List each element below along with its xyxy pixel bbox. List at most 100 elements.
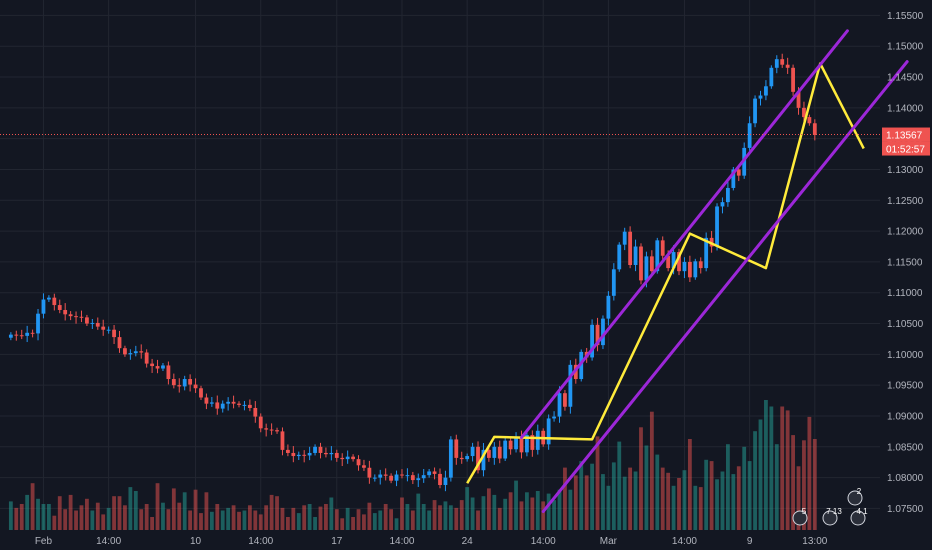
price-axis[interactable]: 1.155001.150001.145001.140001.135001.130…	[887, 11, 924, 515]
volume-bar	[525, 492, 529, 530]
candle-body	[133, 351, 138, 354]
volume-bar	[291, 507, 296, 530]
volume-bar	[758, 419, 763, 530]
y-tick-label: 1.12000	[887, 227, 924, 238]
candle-body	[525, 435, 529, 453]
candle-body	[258, 416, 263, 429]
volume-bar	[557, 489, 562, 530]
candle-body	[465, 456, 470, 460]
event-badge[interactable]	[847, 490, 863, 506]
volume-bar	[617, 441, 622, 530]
volume-bar	[41, 504, 46, 530]
candle-body	[476, 446, 480, 471]
candle-body	[340, 457, 345, 460]
candle-body	[155, 366, 160, 369]
volume-bar	[19, 504, 24, 530]
volume-bar	[302, 505, 307, 530]
candle-body	[552, 416, 556, 419]
candle-body	[601, 318, 605, 346]
volume-bar	[150, 517, 154, 530]
volume-bar	[535, 491, 540, 530]
y-tick-label: 1.09500	[887, 381, 924, 392]
volume-bar	[785, 410, 790, 530]
candle-body	[334, 452, 339, 458]
candle-body	[687, 261, 692, 278]
channel-upper-line[interactable]	[519, 29, 849, 440]
channel-lower-line[interactable]	[541, 60, 909, 514]
candle-body	[117, 337, 122, 349]
volume-bar	[448, 505, 453, 530]
candle-body	[677, 252, 681, 272]
volume-bar	[52, 515, 57, 530]
candle-body	[427, 471, 432, 476]
candle-body	[144, 352, 149, 364]
candle-body	[655, 240, 660, 272]
candle-body	[405, 475, 410, 477]
candle-body	[14, 334, 19, 336]
candle-body	[389, 475, 394, 481]
candle-body	[226, 401, 231, 404]
candle-body	[324, 452, 328, 455]
volume-bar	[237, 511, 241, 530]
candle-body	[633, 246, 638, 265]
event-badges[interactable]: 5 7 13 4 1 2	[792, 487, 868, 526]
candle-body	[351, 456, 355, 460]
volume-bar	[269, 494, 274, 530]
candle-body	[666, 255, 671, 269]
volume-bar	[715, 479, 719, 530]
volume-bar	[807, 416, 812, 530]
event-badge[interactable]	[792, 510, 808, 526]
candle-body	[367, 467, 372, 478]
candle-body	[514, 437, 518, 450]
volume-bar	[383, 504, 388, 530]
trend-channel[interactable]	[519, 29, 909, 514]
volume-bar	[286, 517, 290, 530]
event-badge-count: 2	[857, 487, 862, 496]
candle-body	[595, 324, 600, 346]
candle-body	[557, 393, 562, 417]
candle-body	[199, 388, 203, 398]
volume-bar	[63, 509, 68, 530]
volume-bar	[584, 475, 589, 530]
event-badge[interactable]	[850, 510, 866, 526]
volume-bar	[90, 510, 95, 530]
y-tick-label: 1.14500	[887, 73, 924, 84]
candle-body	[644, 256, 649, 281]
x-tick-label: 17	[331, 536, 343, 547]
event-badge[interactable]	[822, 510, 838, 526]
candle-body	[36, 313, 40, 334]
volume-bar	[242, 510, 247, 530]
candle-body	[291, 452, 296, 457]
candle-body	[90, 322, 95, 324]
candle-body	[242, 404, 247, 406]
candle-body	[715, 206, 719, 247]
candle-body	[30, 332, 35, 334]
candle-body	[394, 474, 399, 481]
candle-body	[628, 231, 633, 265]
volume-bar	[188, 510, 193, 530]
volume-bar	[372, 513, 377, 530]
y-tick-label: 1.11500	[887, 257, 923, 268]
volume-bar	[275, 496, 279, 530]
x-tick-label: 10	[190, 536, 202, 547]
time-axis[interactable]: Feb 14:00 10 14:00 17 14:00 24 14:00 Mar 14:00 9 13…	[35, 536, 828, 547]
candle-body	[649, 256, 654, 272]
candle-body	[193, 384, 198, 389]
volume-bar	[812, 439, 817, 530]
volume-bar	[639, 427, 643, 530]
candle-body	[459, 457, 464, 460]
y-tick-label: 1.10000	[887, 350, 924, 361]
volume-bar	[14, 507, 19, 530]
volume-bar	[579, 461, 584, 530]
volume-bar	[622, 476, 627, 530]
y-tick-label: 1.09000	[887, 411, 924, 422]
candle-body	[286, 449, 290, 453]
candle-body	[726, 187, 730, 203]
volume-bar	[101, 514, 106, 530]
event-badge-count: 5	[802, 507, 807, 516]
volume-bar	[356, 509, 361, 530]
y-tick-label: 1.15000	[887, 42, 924, 53]
candle-body	[454, 439, 459, 458]
volume-bar	[427, 510, 432, 530]
